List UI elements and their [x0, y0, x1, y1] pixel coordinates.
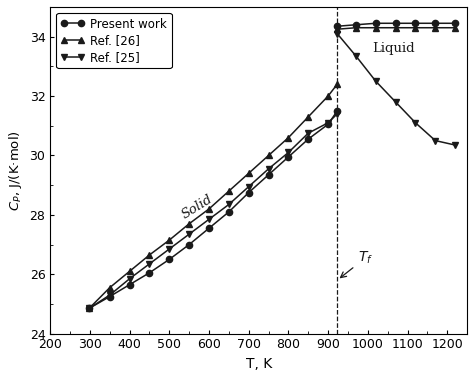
Ref. [26]	[166, 238, 172, 242]
Ref. [26]	[246, 171, 252, 175]
Ref. [26]	[325, 94, 331, 98]
Present work	[325, 122, 331, 127]
Present work	[186, 242, 192, 247]
Ref. [25]	[166, 247, 172, 251]
Ref. [25]	[325, 121, 331, 125]
Ref. [25]	[146, 262, 152, 266]
Ref. [26]	[107, 285, 113, 290]
Ref. [25]	[226, 202, 232, 207]
Present work	[206, 226, 212, 231]
Present work	[146, 271, 152, 275]
Ref. [26]	[146, 253, 152, 257]
Present work	[86, 306, 92, 311]
Legend: Present work, Ref. [26], Ref. [25]: Present work, Ref. [26], Ref. [25]	[56, 13, 172, 68]
Present work	[166, 257, 172, 262]
Ref. [26]	[86, 306, 92, 311]
Line: Ref. [26]: Ref. [26]	[86, 81, 340, 311]
Present work	[334, 108, 340, 113]
Line: Ref. [25]: Ref. [25]	[86, 111, 340, 311]
Ref. [26]	[334, 82, 340, 87]
Ref. [26]	[186, 222, 192, 226]
Ref. [25]	[127, 276, 132, 281]
X-axis label: T, K: T, K	[246, 357, 272, 371]
Present work	[305, 137, 311, 141]
Present work	[127, 282, 132, 287]
Present work	[107, 294, 113, 299]
Ref. [25]	[266, 167, 272, 171]
Y-axis label: $C_P$, J/(K·mol): $C_P$, J/(K·mol)	[7, 130, 24, 211]
Ref. [25]	[206, 217, 212, 222]
Ref. [26]	[206, 207, 212, 211]
Ref. [26]	[266, 153, 272, 158]
Ref. [26]	[226, 189, 232, 194]
Present work	[285, 155, 291, 159]
Ref. [26]	[127, 269, 132, 274]
Ref. [25]	[86, 306, 92, 311]
Ref. [25]	[246, 184, 252, 189]
Present work	[266, 172, 272, 177]
Present work	[246, 190, 252, 195]
Ref. [25]	[186, 232, 192, 236]
Ref. [25]	[107, 293, 113, 297]
Present work	[226, 210, 232, 214]
Ref. [25]	[334, 112, 340, 116]
Text: Liquid: Liquid	[372, 42, 414, 55]
Ref. [25]	[305, 131, 311, 135]
Ref. [26]	[305, 115, 311, 119]
Text: $T_f$: $T_f$	[340, 250, 373, 277]
Text: Solid: Solid	[179, 193, 215, 222]
Ref. [25]	[285, 150, 291, 155]
Line: Present work: Present work	[86, 108, 340, 311]
Ref. [26]	[285, 135, 291, 140]
